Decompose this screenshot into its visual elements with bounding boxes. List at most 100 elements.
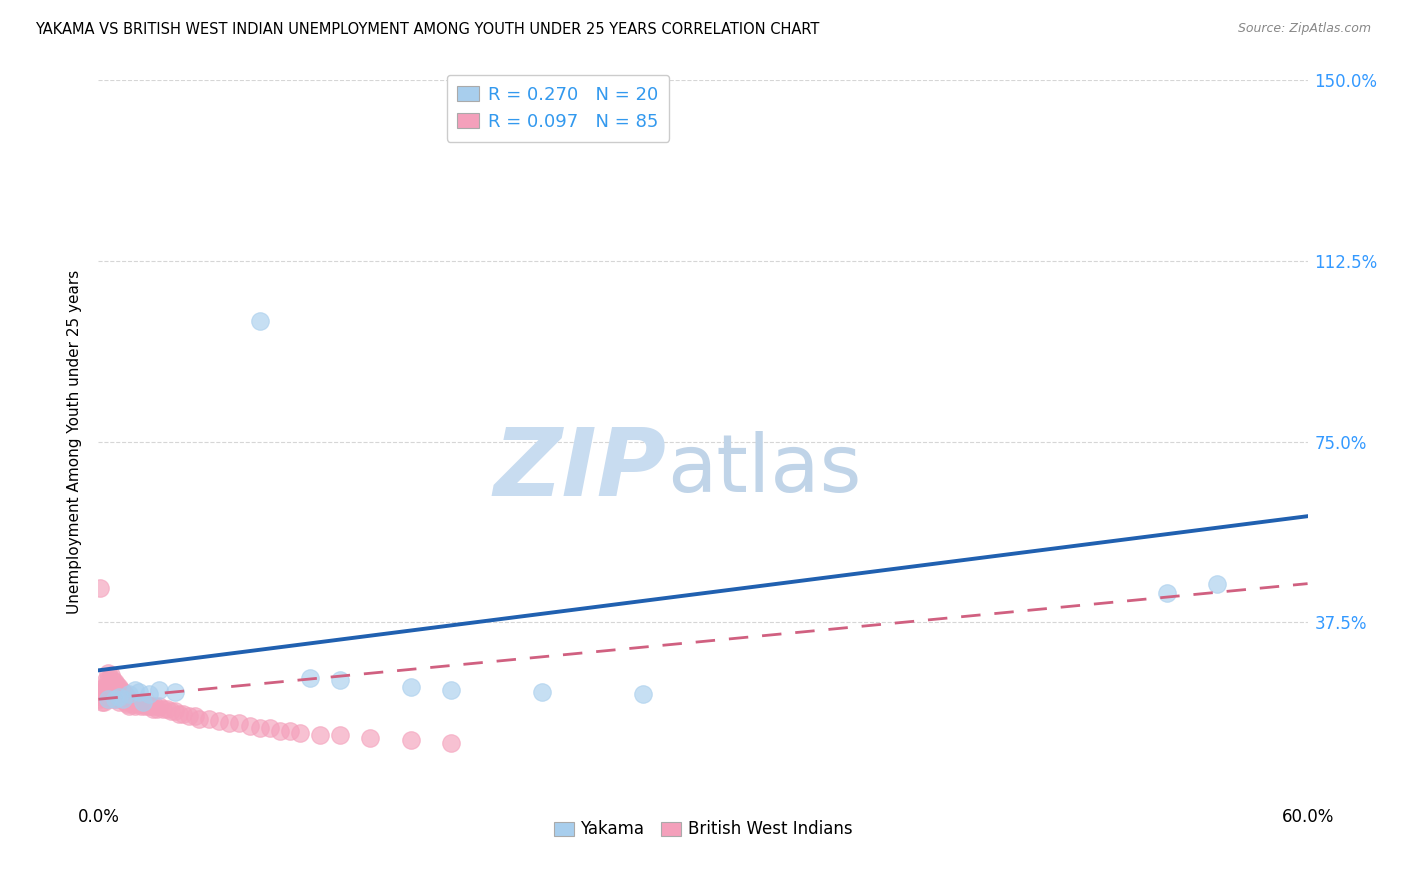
Point (101, 673, 124, 687)
Point (105, 692, 128, 706)
Point (100, 668, 122, 682)
Point (399, 680, 422, 694)
Point (249, 721, 271, 735)
Point (239, 719, 262, 733)
Point (128, 697, 150, 711)
Point (93, 695, 115, 709)
Point (96, 680, 118, 694)
Point (259, 721, 281, 735)
Point (129, 699, 152, 714)
Point (110, 682, 132, 697)
Point (89, 692, 111, 706)
Point (288, 726, 311, 740)
Point (143, 699, 166, 714)
Point (138, 699, 160, 714)
Point (132, 695, 155, 709)
Point (110, 690, 132, 704)
Point (146, 702, 169, 716)
Point (142, 702, 165, 716)
Point (107, 690, 129, 704)
Point (360, 731, 382, 745)
Point (399, 733, 422, 747)
Point (93, 680, 115, 694)
Point (1206, 576, 1229, 591)
Point (135, 697, 157, 711)
Text: ZIP: ZIP (494, 425, 666, 516)
Point (118, 692, 141, 706)
Point (107, 695, 129, 709)
Point (96, 673, 118, 687)
Point (111, 685, 134, 699)
Point (114, 687, 136, 701)
Point (103, 692, 125, 706)
Legend: Yakama, British West Indians: Yakama, British West Indians (547, 814, 859, 845)
Point (103, 675, 125, 690)
Point (249, 314, 271, 328)
Text: atlas: atlas (666, 432, 860, 509)
Point (124, 682, 146, 697)
Point (132, 697, 155, 711)
Point (188, 712, 211, 726)
Point (139, 699, 162, 714)
Point (218, 716, 240, 731)
Point (156, 702, 179, 716)
Point (118, 699, 141, 714)
Point (101, 692, 124, 706)
Point (125, 695, 148, 709)
Point (103, 682, 125, 697)
Point (530, 685, 553, 699)
Point (91, 685, 114, 699)
Point (120, 695, 142, 709)
Point (309, 728, 332, 742)
Point (97, 692, 120, 706)
Point (97, 673, 120, 687)
Point (97, 680, 120, 694)
Point (101, 680, 124, 694)
Point (100, 690, 122, 704)
Point (631, 687, 654, 701)
Text: YAKAMA VS BRITISH WEST INDIAN UNEMPLOYMENT AMONG YOUTH UNDER 25 YEARS CORRELATIO: YAKAMA VS BRITISH WEST INDIAN UNEMPLOYME… (35, 22, 820, 37)
Point (134, 699, 156, 714)
Point (97, 687, 120, 701)
Point (100, 675, 122, 690)
Point (107, 680, 129, 694)
Point (198, 712, 221, 726)
Point (91, 695, 114, 709)
Point (167, 706, 190, 721)
Point (115, 697, 138, 711)
Point (105, 685, 128, 699)
Point (115, 690, 138, 704)
Point (138, 687, 160, 701)
Point (118, 687, 141, 701)
Point (148, 699, 170, 714)
Point (299, 671, 322, 685)
Point (111, 692, 134, 706)
Y-axis label: Unemployment Among Youth under 25 years: Unemployment Among Youth under 25 years (67, 269, 83, 614)
Point (329, 673, 352, 687)
Point (228, 716, 250, 731)
Point (172, 706, 194, 721)
Point (89, 582, 111, 596)
Point (163, 704, 186, 718)
Point (163, 685, 186, 699)
Point (278, 723, 301, 738)
Point (96, 692, 118, 706)
Point (124, 699, 146, 714)
Point (97, 665, 120, 680)
Point (148, 682, 170, 697)
Point (152, 702, 174, 716)
Point (184, 709, 207, 723)
Point (103, 690, 125, 704)
Point (160, 704, 183, 718)
Point (440, 682, 463, 697)
Point (1156, 586, 1178, 600)
Point (105, 678, 128, 692)
Point (93, 690, 115, 704)
Point (91, 690, 114, 704)
Point (107, 687, 129, 701)
Point (269, 723, 291, 738)
Point (111, 692, 134, 706)
Point (100, 682, 122, 697)
Point (440, 735, 463, 749)
Point (208, 714, 231, 728)
